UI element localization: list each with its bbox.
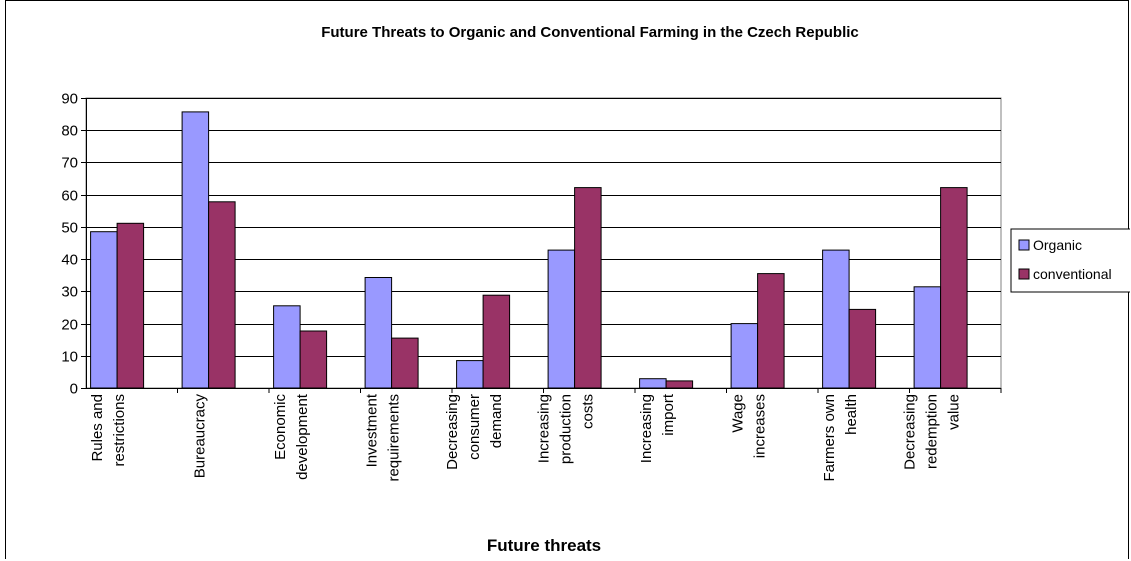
plot-area: 0 10 20 30 40 50 60 70 80 90 Rules and restrictions…: [61, 91, 1002, 482]
legend-label-conventional: conventional: [1033, 266, 1112, 282]
y-tick-label: 20: [61, 317, 78, 334]
x-category-label-line: Wage: [730, 394, 747, 433]
bar-organic-0: [90, 231, 118, 389]
bar-chart: Future Threats to Organic and Convention…: [61, 24, 1130, 555]
y-tick-label: 90: [61, 91, 78, 108]
x-category-label-line: demand: [488, 394, 505, 448]
y-tick-label: 80: [61, 123, 78, 140]
x-category-label-line: Rules and: [89, 394, 106, 462]
x-category-label-line: consumer: [466, 394, 483, 460]
x-category-label-line: Economic: [272, 394, 289, 460]
bar-conventional-8: [848, 308, 877, 389]
bar-conventional-5: [574, 187, 602, 389]
legend-label-organic: Organic: [1033, 237, 1082, 253]
bar-conventional-9: [940, 187, 968, 389]
x-category-label-line: redemption: [924, 394, 941, 469]
y-tick-label: 10: [61, 349, 78, 366]
bar-conventional-0: [116, 222, 145, 389]
x-category-label-line: Decreasing: [902, 394, 919, 470]
bar-organic-3: [364, 277, 393, 389]
bar-conventional-1: [208, 201, 236, 389]
bar-organic-5: [547, 249, 576, 389]
bar-conventional-6: [665, 380, 694, 389]
bar-organic-7: [730, 323, 759, 389]
x-category-label-line: Decreasing: [444, 394, 461, 470]
bar-organic-4: [456, 360, 484, 389]
bar-organic-1: [181, 111, 210, 389]
legend-swatch-organic: [1018, 239, 1030, 251]
y-tick-label: 70: [61, 155, 78, 172]
x-category-label: Bureaucracy: [192, 394, 209, 479]
x-category-label: Investment requirements: [364, 393, 403, 481]
bar-organic-9: [913, 286, 942, 389]
x-category-label-line: production: [558, 394, 575, 464]
bar-organic-2: [273, 305, 301, 389]
x-category-label: Decreasing consumer demand: [444, 394, 505, 470]
legend: Organic conventional: [1010, 228, 1130, 293]
y-tick-label: 40: [61, 252, 78, 269]
bar-conventional-2: [299, 330, 328, 389]
y-tick-label: 0: [70, 381, 78, 398]
x-category-label-line: import: [660, 393, 677, 436]
legend-swatch-conventional: [1018, 268, 1030, 280]
x-category-label-line: requirements: [386, 394, 403, 482]
bar-conventional-3: [391, 337, 419, 389]
x-category-label-line: Increasing: [638, 394, 655, 463]
x-category-label-line: Increasing: [536, 394, 553, 463]
x-category-label-line: health: [843, 394, 860, 435]
x-category-label: Increasing import: [638, 393, 677, 463]
x-axis-title: Future threats: [487, 536, 601, 555]
legend-box: [1010, 228, 1130, 293]
x-category-label: Economic development: [272, 393, 311, 480]
x-category-label-line: Farmers own: [821, 394, 838, 482]
bar-conventional-7: [757, 273, 785, 389]
bar-organic-6: [639, 378, 667, 389]
y-tick-label: 30: [61, 284, 78, 301]
x-category-label-line: value: [946, 394, 963, 430]
chart-title: Future Threats to Organic and Convention…: [321, 24, 859, 41]
x-category-label-line: development: [294, 393, 311, 480]
x-category-label-line: costs: [580, 394, 597, 429]
x-category-label: Decreasing redemption value: [902, 394, 963, 470]
x-category-label: Wage increases: [730, 394, 769, 458]
x-category-label: Farmers own health: [821, 394, 860, 482]
x-category-label-line: Investment: [364, 393, 381, 467]
bar-conventional-4: [482, 294, 511, 389]
x-category-label: Increasing production costs: [536, 394, 597, 464]
bar-organic-8: [822, 249, 850, 389]
x-category-label-line: increases: [752, 394, 769, 458]
y-tick-label: 60: [61, 188, 78, 205]
y-tick-label: 50: [61, 220, 78, 237]
x-category-label: Rules and restrictions: [89, 394, 128, 467]
x-category-label-line: Bureaucracy: [192, 394, 209, 479]
x-category-label-line: restrictions: [111, 394, 128, 467]
chart-frame: Future Threats to Organic and Convention…: [5, 0, 1130, 559]
